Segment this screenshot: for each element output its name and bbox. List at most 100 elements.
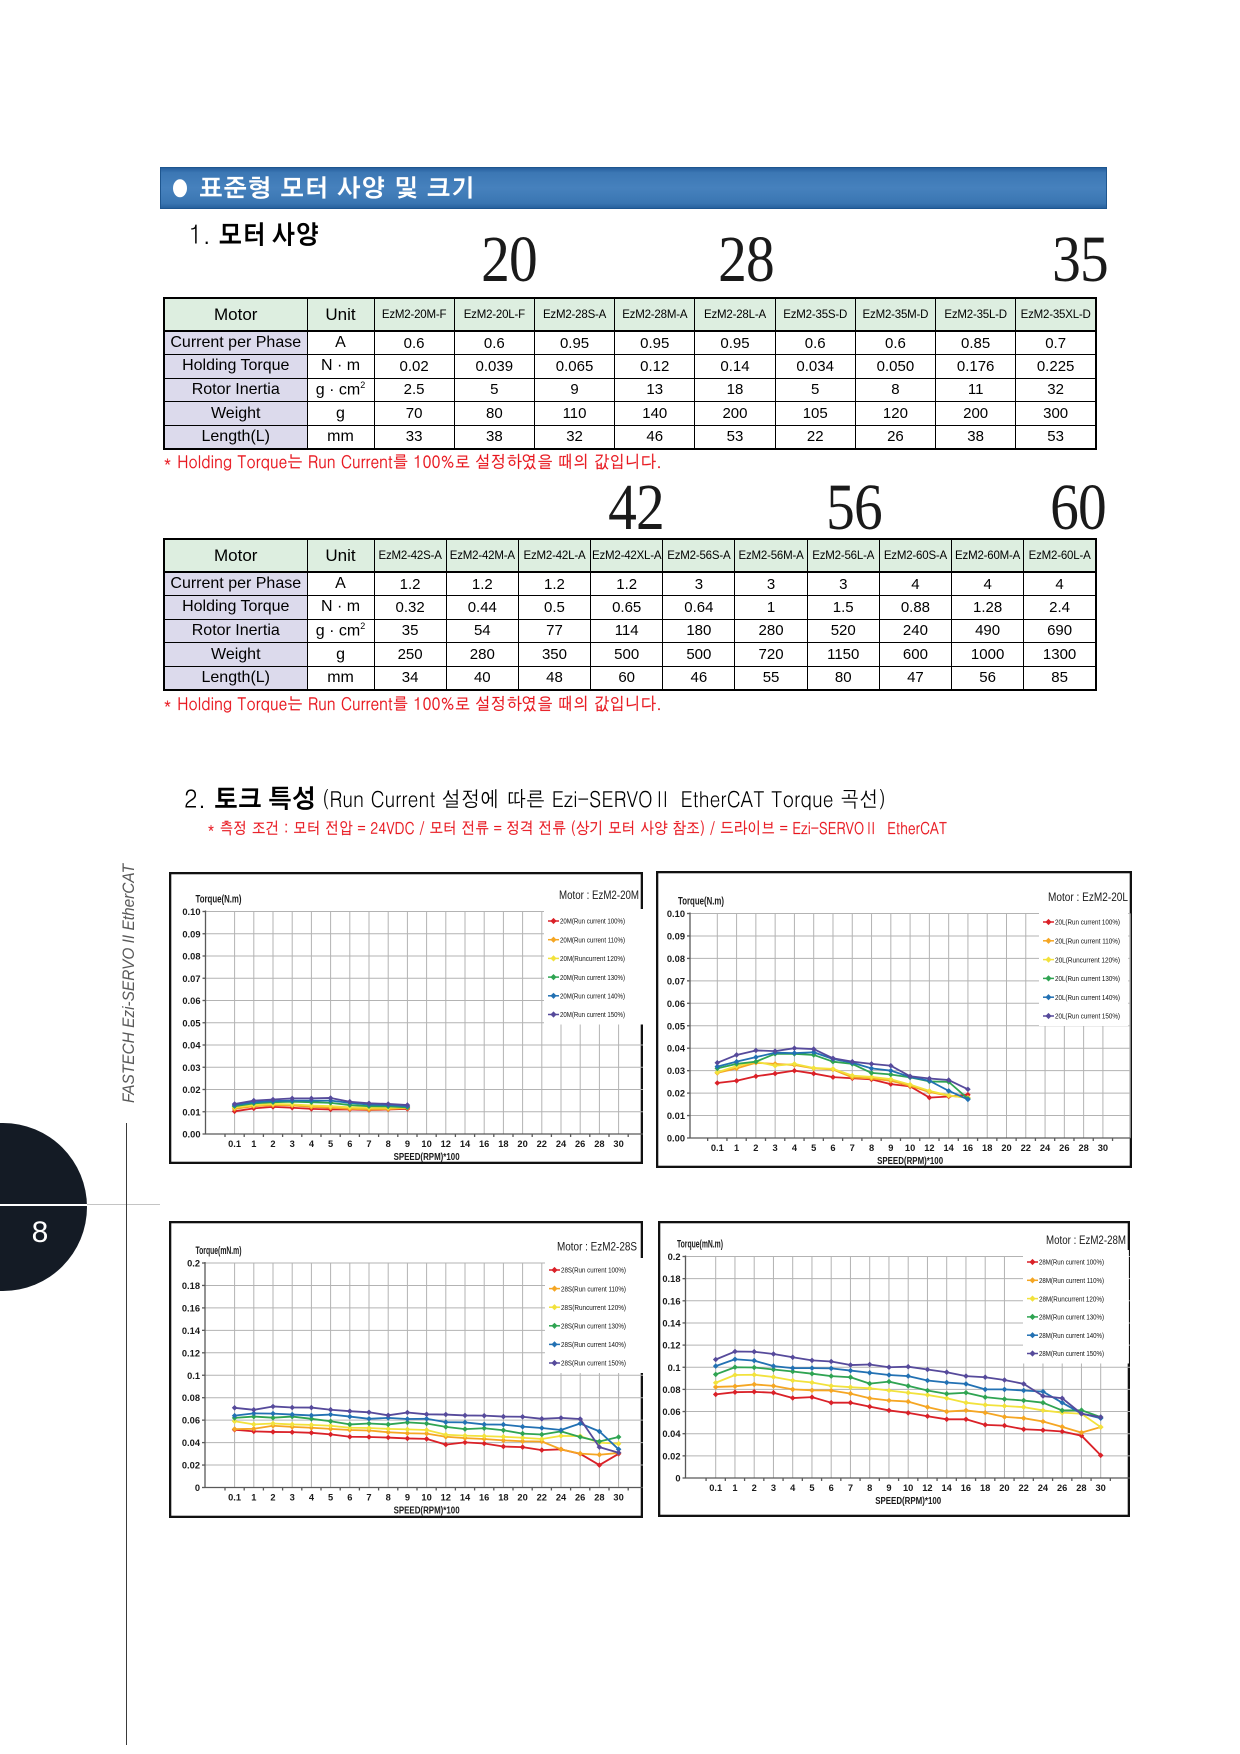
svg-text:0.14: 0.14 — [662, 1318, 681, 1328]
svg-text:9: 9 — [886, 1483, 891, 1493]
svg-text:10: 10 — [421, 1493, 431, 1503]
svg-text:1: 1 — [734, 1143, 739, 1153]
svg-text:0.1: 0.1 — [668, 1363, 681, 1373]
svg-text:3: 3 — [290, 1139, 295, 1149]
svg-text:0.00: 0.00 — [182, 1130, 200, 1140]
svg-text:22: 22 — [537, 1139, 547, 1149]
svg-text:2: 2 — [270, 1493, 275, 1503]
svg-text:10: 10 — [903, 1483, 913, 1493]
svg-text:28: 28 — [1078, 1143, 1088, 1153]
svg-text:28S(Run current 130%): 28S(Run current 130%) — [561, 1322, 626, 1331]
svg-text:0.02: 0.02 — [662, 1451, 680, 1461]
svg-text:12: 12 — [922, 1483, 932, 1493]
svg-text:9: 9 — [405, 1493, 410, 1503]
svg-text:16: 16 — [479, 1139, 489, 1149]
svg-text:20M(Run current 150%): 20M(Run current 150%) — [560, 1010, 625, 1019]
svg-text:0.18: 0.18 — [662, 1274, 680, 1284]
svg-text:0.06: 0.06 — [667, 999, 685, 1009]
svg-text:0.02: 0.02 — [667, 1089, 685, 1099]
svg-text:28M(Run current 110%): 28M(Run current 110%) — [1039, 1276, 1104, 1285]
svg-text:5: 5 — [809, 1483, 814, 1493]
svg-text:Motor : EzM2-20L: Motor : EzM2-20L — [1048, 892, 1129, 904]
svg-text:4: 4 — [309, 1493, 315, 1503]
svg-text:Motor : EzM2-28S: Motor : EzM2-28S — [557, 1242, 637, 1254]
svg-text:6: 6 — [347, 1493, 352, 1503]
svg-text:0.04: 0.04 — [662, 1429, 681, 1439]
svg-text:28: 28 — [594, 1139, 604, 1149]
svg-text:0.18: 0.18 — [182, 1281, 200, 1291]
svg-text:8: 8 — [867, 1483, 872, 1493]
svg-text:2: 2 — [270, 1139, 275, 1149]
svg-text:8: 8 — [869, 1143, 874, 1153]
svg-text:1: 1 — [251, 1139, 256, 1149]
svg-text:0.08: 0.08 — [662, 1385, 680, 1395]
svg-text:Torque(mN.m): Torque(mN.m) — [677, 1239, 723, 1251]
svg-text:6: 6 — [829, 1483, 834, 1493]
svg-text:20L(Run current 110%): 20L(Run current 110%) — [1055, 937, 1120, 946]
svg-text:Torque(N.m): Torque(N.m) — [678, 896, 724, 908]
svg-text:0.04: 0.04 — [667, 1044, 686, 1054]
svg-text:14: 14 — [460, 1139, 471, 1149]
svg-text:0.12: 0.12 — [182, 1348, 200, 1358]
svg-text:0.09: 0.09 — [182, 929, 200, 939]
svg-text:9: 9 — [405, 1139, 410, 1149]
svg-text:30: 30 — [1098, 1143, 1108, 1153]
svg-text:26: 26 — [575, 1493, 585, 1503]
svg-text:28: 28 — [594, 1493, 604, 1503]
svg-text:20M(Run current 130%): 20M(Run current 130%) — [560, 973, 625, 982]
svg-text:7: 7 — [850, 1143, 855, 1153]
svg-text:0: 0 — [195, 1483, 200, 1493]
svg-text:0.07: 0.07 — [182, 974, 200, 984]
svg-text:24: 24 — [1038, 1483, 1049, 1493]
svg-text:12: 12 — [441, 1139, 451, 1149]
svg-text:0.06: 0.06 — [662, 1407, 680, 1417]
svg-text:12: 12 — [441, 1493, 451, 1503]
svg-text:24: 24 — [1040, 1143, 1051, 1153]
svg-text:0.09: 0.09 — [667, 931, 685, 941]
svg-text:0.02: 0.02 — [182, 1461, 200, 1471]
svg-text:28: 28 — [1076, 1483, 1086, 1493]
svg-text:0.1: 0.1 — [187, 1371, 200, 1381]
svg-text:0.08: 0.08 — [182, 952, 200, 962]
svg-text:0.01: 0.01 — [667, 1111, 685, 1121]
svg-text:Motor : EzM2-20M: Motor : EzM2-20M — [559, 890, 639, 902]
svg-text:20: 20 — [517, 1139, 527, 1149]
svg-text:20L(Run current 140%): 20L(Run current 140%) — [1055, 993, 1120, 1002]
svg-text:28M(Run current 150%): 28M(Run current 150%) — [1039, 1349, 1104, 1358]
svg-text:22: 22 — [1021, 1143, 1031, 1153]
svg-text:18: 18 — [498, 1139, 508, 1149]
svg-text:0.07: 0.07 — [667, 976, 685, 986]
svg-text:0.1: 0.1 — [228, 1493, 241, 1503]
svg-text:10: 10 — [905, 1143, 915, 1153]
svg-text:0.05: 0.05 — [667, 1021, 685, 1031]
svg-text:2: 2 — [753, 1143, 758, 1153]
svg-text:20L(Run current 130%): 20L(Run current 130%) — [1055, 974, 1120, 983]
svg-text:20L(Run current 150%): 20L(Run current 150%) — [1055, 1012, 1120, 1021]
svg-text:16: 16 — [961, 1483, 971, 1493]
svg-text:7: 7 — [848, 1483, 853, 1493]
svg-text:20L(Runcurrent 120%): 20L(Runcurrent 120%) — [1055, 955, 1120, 964]
svg-text:28S(Run current 140%): 28S(Run current 140%) — [561, 1340, 626, 1349]
svg-text:SPEED(RPM)*100: SPEED(RPM)*100 — [394, 1505, 460, 1517]
svg-text:4: 4 — [309, 1139, 315, 1149]
svg-text:14: 14 — [943, 1143, 954, 1153]
svg-text:6: 6 — [347, 1139, 352, 1149]
svg-text:22: 22 — [1019, 1483, 1029, 1493]
svg-text:Torque(mN.m): Torque(mN.m) — [196, 1245, 242, 1257]
svg-text:5: 5 — [811, 1143, 816, 1153]
svg-text:0.06: 0.06 — [182, 996, 200, 1006]
svg-text:3: 3 — [773, 1143, 778, 1153]
svg-text:30: 30 — [613, 1493, 623, 1503]
svg-text:20L(Run current 100%): 20L(Run current 100%) — [1055, 918, 1120, 927]
svg-text:0.03: 0.03 — [182, 1063, 200, 1073]
svg-text:24: 24 — [556, 1139, 567, 1149]
svg-text:SPEED(RPM)*100: SPEED(RPM)*100 — [877, 1155, 943, 1167]
svg-text:14: 14 — [460, 1493, 471, 1503]
svg-text:0.14: 0.14 — [182, 1326, 201, 1336]
svg-text:28M(Run current 140%): 28M(Run current 140%) — [1039, 1331, 1104, 1340]
svg-text:20M(Run current 100%): 20M(Run current 100%) — [560, 917, 625, 926]
svg-text:18: 18 — [982, 1143, 992, 1153]
svg-text:18: 18 — [498, 1493, 508, 1503]
svg-text:22: 22 — [537, 1493, 547, 1503]
svg-text:4: 4 — [790, 1483, 796, 1493]
